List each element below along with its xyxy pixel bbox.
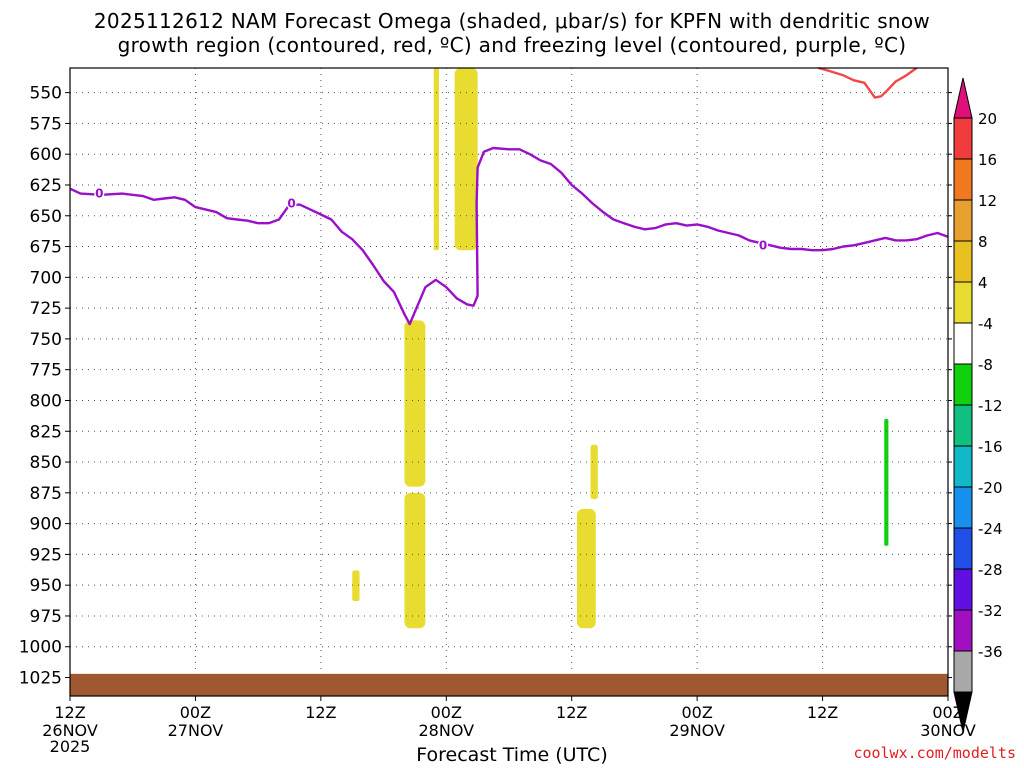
omega-region-5 [576, 508, 596, 629]
y-tick-label: 825 [30, 422, 62, 442]
grid [70, 68, 948, 696]
chart-title-line1: 2025112612 NAM Forecast Omega (shaded, μ… [93, 9, 931, 33]
x-tick-date: 30NOV [920, 721, 976, 740]
x-tick-label: 00Z [932, 703, 963, 722]
y-tick-label: 700 [30, 268, 62, 288]
colorbar-swatch [953, 650, 973, 693]
colorbar-swatch [953, 117, 973, 160]
x-tick-label: 12Z [54, 703, 85, 722]
x-axis-label: Forecast Time (UTC) [416, 744, 608, 766]
terrain-band [70, 673, 948, 696]
colorbar-label: 20 [978, 110, 997, 128]
series-line-0 [69, 146, 949, 326]
colorbar-swatch [953, 322, 973, 365]
x-tick-date: 28NOV [418, 721, 474, 740]
y-tick-label: 600 [30, 145, 62, 165]
colorbar-swatch [953, 527, 973, 570]
y-tick-label: 750 [30, 330, 62, 350]
colorbar-swatch [953, 609, 973, 652]
x-tick-date: 27NOV [168, 721, 224, 740]
colorbar-label: -32 [978, 602, 1003, 620]
terrain-fill [70, 673, 948, 696]
omega-region-1 [454, 68, 478, 251]
colorbar-label: -4 [978, 315, 993, 333]
contour-lines: 0 0 0 [69, 66, 949, 326]
series-label-0: 0 [95, 187, 103, 201]
y-tick-label: 675 [30, 238, 62, 258]
y-tick-label: 975 [30, 607, 62, 627]
y-tick-label: 575 [30, 114, 62, 134]
y-tick-label: 725 [30, 299, 62, 319]
colorbar-swatch [953, 199, 973, 242]
colorbar-label: -12 [978, 397, 1003, 415]
colorbar-label: 4 [978, 274, 988, 292]
plot-border [69, 67, 949, 697]
y-tick-label: 775 [30, 361, 62, 381]
x-tick-label: 00Z [431, 703, 462, 722]
series-line-1 [818, 66, 918, 99]
y-tick-label: 650 [30, 207, 62, 227]
y-tick-label: 625 [30, 176, 62, 196]
y-tick-label: 800 [30, 391, 62, 411]
omega-region-3 [404, 492, 426, 629]
colorbar-swatch [953, 240, 973, 283]
x-tick-label: 00Z [681, 703, 712, 722]
colorbar-label: -8 [978, 356, 993, 374]
colorbar: 20 16 12 8 4 -4 -8 -12 -16 -20 -24 -28 -32 -36 [953, 77, 1003, 733]
colorbar-swatch [953, 568, 973, 611]
colorbar-swatch [953, 281, 973, 324]
x-tick-year: 2025 [50, 737, 91, 756]
x-tick-label: 12Z [305, 703, 336, 722]
colorbar-label: -36 [978, 643, 1003, 661]
series-label-1: 0 [287, 196, 295, 210]
colorbar-label: -20 [978, 479, 1003, 497]
x-tick-label: 00Z [180, 703, 211, 722]
colorbar-label: 12 [978, 192, 997, 210]
chart-title-line2: growth region (contoured, red, ºC) and f… [117, 33, 907, 57]
series-label-2: 0 [759, 238, 767, 252]
colorbar-swatch [953, 158, 973, 201]
y-tick-label: 850 [30, 453, 62, 473]
omega-region-0 [433, 68, 439, 251]
x-tick-label: 12Z [556, 703, 587, 722]
colorbar-label: -16 [978, 438, 1003, 456]
y-tick-label: 900 [30, 515, 62, 535]
y-tick-label: 875 [30, 484, 62, 504]
y-tick-label: 950 [30, 576, 62, 596]
omega-region-4 [352, 570, 360, 602]
colorbar-label: -28 [978, 561, 1003, 579]
omega-region-2 [404, 320, 426, 487]
colorbar-swatch [953, 445, 973, 488]
y-tick-label: 1025 [19, 669, 62, 689]
omega-shading [352, 68, 889, 629]
x-tick-label: 12Z [807, 703, 838, 722]
x-tick-date: 26NOV [42, 721, 98, 740]
colorbar-label: 16 [978, 151, 997, 169]
colorbar-swatch [953, 486, 973, 529]
omega-region-7 [884, 418, 889, 546]
y-tick-label: 1000 [19, 638, 62, 658]
colorbar-swatch [953, 404, 973, 447]
colorbar-top-triangle [953, 77, 973, 119]
omega-region-6 [590, 444, 598, 499]
x-tick-date: 29NOV [669, 721, 725, 740]
colorbar-label: 8 [978, 233, 988, 251]
colorbar-swatch [953, 363, 973, 406]
y-tick-label: 925 [30, 545, 62, 565]
y-tick-label: 550 [30, 84, 62, 104]
colorbar-bottom-triangle [953, 691, 973, 733]
axes: 550 575 600 625 650 675 700 725 750 775 800 825 850 8… [19, 67, 976, 756]
credit-text: coolwx.com/modelts [853, 744, 1016, 762]
colorbar-label: -24 [978, 520, 1003, 538]
